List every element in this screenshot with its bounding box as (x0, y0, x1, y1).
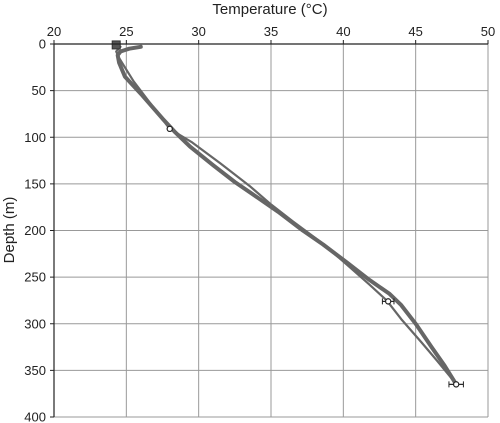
y-tick-label: 350 (24, 363, 46, 378)
axes (50, 40, 489, 418)
marker-group (111, 40, 464, 388)
y-tick-label: 400 (24, 410, 46, 423)
y-axis-title: Depth (m) (1, 197, 18, 264)
data-point-marker (452, 381, 460, 388)
x-tick-label: 50 (481, 24, 495, 39)
data-point-marker (166, 125, 173, 133)
x-tick-label: 30 (191, 24, 205, 39)
series-line-1 (115, 44, 459, 387)
x-tick-label: 45 (408, 24, 422, 39)
x-axis-title: Temperature (°C) (212, 1, 327, 18)
x-tick-label: 25 (119, 24, 133, 39)
y-tick-label: 300 (24, 316, 46, 331)
y-tick-label: 0 (39, 37, 46, 52)
series-group (115, 44, 459, 387)
x-tick-label: 20 (47, 24, 61, 39)
tick-labels: 20 25 30 35 40 45 50 0 50 100 150 200 250 300 350 400 (24, 24, 495, 423)
y-tick-label: 100 (24, 130, 46, 145)
y-tick-label: 150 (24, 176, 46, 191)
series-line-2 (115, 45, 458, 386)
data-point-marker (111, 40, 121, 50)
y-tick-label: 200 (24, 223, 46, 238)
x-tick-label: 35 (264, 24, 278, 39)
y-tick-label: 50 (32, 83, 46, 98)
y-tick-label: 250 (24, 270, 46, 285)
grid (53, 43, 489, 418)
data-point-marker (384, 298, 392, 305)
x-tick-label: 40 (336, 24, 350, 39)
